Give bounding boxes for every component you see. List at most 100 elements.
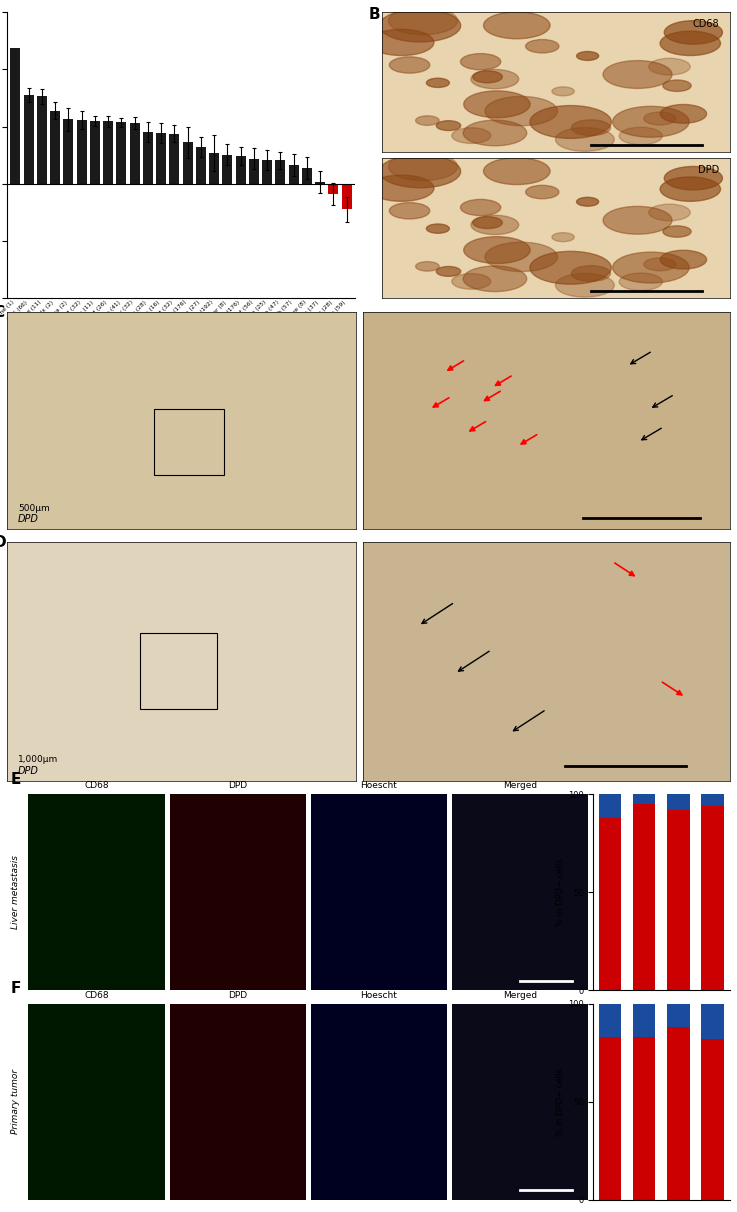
Bar bbox=[599, 1004, 621, 1037]
Bar bbox=[183, 142, 192, 184]
Circle shape bbox=[525, 40, 559, 53]
Circle shape bbox=[388, 153, 458, 181]
Circle shape bbox=[389, 202, 430, 219]
Bar bbox=[667, 810, 690, 990]
Bar bbox=[599, 818, 621, 990]
Circle shape bbox=[380, 155, 461, 188]
Circle shape bbox=[603, 206, 672, 234]
Bar bbox=[223, 155, 232, 184]
Circle shape bbox=[369, 175, 434, 201]
Bar bbox=[702, 1039, 724, 1200]
Bar bbox=[315, 182, 325, 184]
Circle shape bbox=[463, 265, 527, 292]
Circle shape bbox=[427, 224, 450, 233]
Text: Merged: Merged bbox=[503, 782, 537, 790]
Bar bbox=[702, 806, 724, 990]
Circle shape bbox=[471, 216, 519, 235]
Circle shape bbox=[483, 12, 550, 39]
Bar bbox=[289, 165, 298, 184]
Bar bbox=[702, 1004, 724, 1039]
Circle shape bbox=[472, 70, 503, 82]
Bar bbox=[77, 120, 86, 184]
Circle shape bbox=[660, 177, 721, 201]
Bar bbox=[276, 160, 285, 184]
Bar bbox=[633, 1004, 655, 1037]
Bar bbox=[599, 1037, 621, 1200]
Circle shape bbox=[427, 79, 450, 87]
Circle shape bbox=[416, 262, 439, 271]
Circle shape bbox=[571, 120, 610, 136]
Circle shape bbox=[436, 121, 461, 131]
Bar bbox=[140, 633, 217, 709]
Text: E: E bbox=[10, 772, 21, 787]
Circle shape bbox=[619, 127, 663, 144]
Text: Hoescht: Hoescht bbox=[360, 782, 397, 790]
Circle shape bbox=[464, 236, 530, 263]
Bar bbox=[37, 97, 46, 184]
Text: Merged: Merged bbox=[503, 991, 537, 1000]
Circle shape bbox=[664, 166, 722, 190]
Circle shape bbox=[436, 267, 461, 276]
Bar bbox=[196, 148, 206, 184]
Y-axis label: % in DPD+ cells: % in DPD+ cells bbox=[556, 858, 565, 926]
Text: DPD: DPD bbox=[18, 514, 39, 525]
Circle shape bbox=[452, 274, 491, 290]
Bar bbox=[24, 95, 34, 184]
Text: 1,000μm: 1,000μm bbox=[18, 755, 58, 764]
Text: CD68: CD68 bbox=[693, 19, 719, 29]
Circle shape bbox=[660, 32, 721, 56]
Circle shape bbox=[463, 120, 527, 145]
Text: DPD: DPD bbox=[228, 991, 248, 1000]
Bar bbox=[262, 160, 272, 184]
Bar bbox=[633, 794, 655, 805]
Circle shape bbox=[664, 21, 722, 44]
Bar bbox=[50, 110, 60, 184]
Bar bbox=[63, 119, 73, 184]
Circle shape bbox=[416, 116, 439, 125]
Bar bbox=[702, 794, 724, 806]
Bar bbox=[342, 184, 352, 210]
Bar bbox=[633, 1037, 655, 1200]
Bar bbox=[116, 122, 126, 184]
Bar bbox=[599, 794, 621, 818]
Bar bbox=[10, 47, 21, 184]
Circle shape bbox=[525, 185, 559, 199]
Bar bbox=[103, 121, 113, 184]
Circle shape bbox=[619, 273, 663, 291]
Circle shape bbox=[485, 97, 557, 126]
Text: 500μm: 500μm bbox=[18, 504, 49, 514]
Circle shape bbox=[649, 204, 691, 221]
Bar bbox=[209, 153, 219, 184]
Circle shape bbox=[464, 91, 530, 118]
Circle shape bbox=[380, 10, 461, 42]
Circle shape bbox=[389, 57, 430, 73]
Circle shape bbox=[612, 252, 689, 284]
Bar bbox=[154, 410, 223, 475]
Bar bbox=[156, 133, 166, 184]
Circle shape bbox=[571, 265, 610, 281]
Circle shape bbox=[530, 105, 611, 138]
Circle shape bbox=[660, 250, 707, 269]
Bar bbox=[236, 156, 245, 184]
Circle shape bbox=[612, 107, 689, 137]
Circle shape bbox=[369, 29, 434, 56]
Circle shape bbox=[663, 225, 691, 238]
Text: CD68: CD68 bbox=[84, 782, 109, 790]
Text: DPD: DPD bbox=[18, 766, 39, 776]
Bar bbox=[170, 133, 179, 184]
Circle shape bbox=[452, 127, 491, 143]
Text: CD68: CD68 bbox=[84, 991, 109, 1000]
Circle shape bbox=[576, 51, 598, 61]
Circle shape bbox=[644, 112, 676, 125]
Circle shape bbox=[644, 258, 676, 270]
Text: F: F bbox=[10, 981, 21, 996]
Bar bbox=[143, 132, 153, 184]
Circle shape bbox=[556, 274, 615, 297]
Circle shape bbox=[388, 7, 458, 35]
Bar bbox=[667, 1004, 690, 1028]
Bar bbox=[249, 159, 259, 184]
Circle shape bbox=[556, 127, 615, 152]
Circle shape bbox=[461, 53, 500, 70]
Bar bbox=[90, 121, 99, 184]
Text: DPD: DPD bbox=[228, 782, 248, 790]
